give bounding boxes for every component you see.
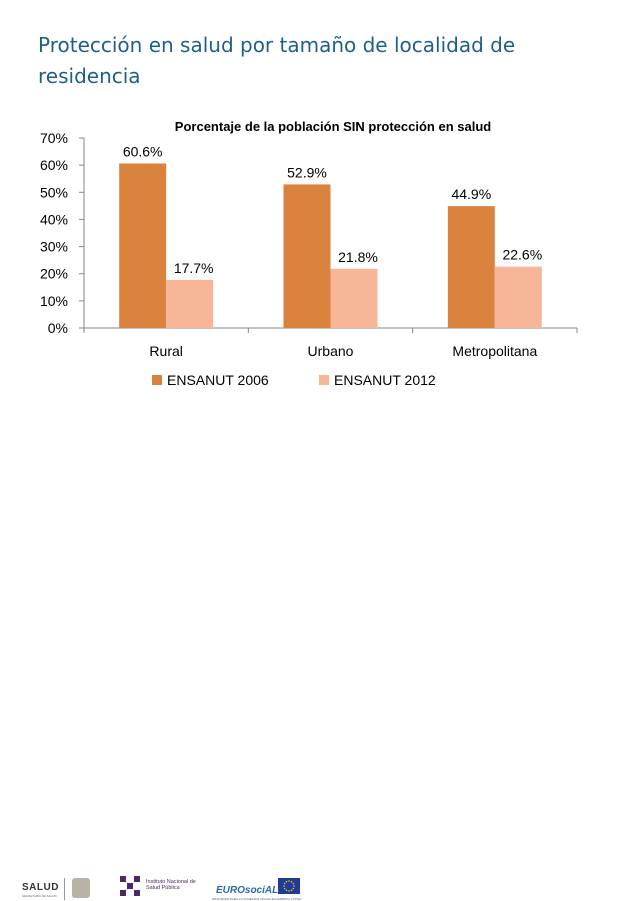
chart-title: Porcentaje de la población SIN protecció… — [175, 119, 491, 134]
slide-title: Protección en salud por tamaño de locali… — [38, 33, 516, 88]
bar-2012 — [330, 268, 378, 328]
salud-logo-sub: SECRETARÍA DE SALUD — [22, 894, 57, 898]
insp-logo-icon — [120, 876, 140, 896]
legend-swatch — [152, 375, 162, 385]
eu-flag-icon — [278, 878, 300, 894]
bar-2006 — [283, 184, 331, 328]
bar-2006 — [119, 163, 167, 328]
coat-of-arms-icon — [72, 878, 90, 898]
y-tick-label: 30% — [40, 239, 68, 255]
legend-label: ENSANUT 2006 — [167, 372, 269, 388]
y-tick-label: 70% — [40, 130, 68, 146]
data-label: 21.8% — [338, 249, 378, 265]
x-tick-label: Urbano — [308, 343, 354, 359]
data-label: 17.7% — [174, 260, 214, 276]
bar-2012 — [494, 266, 542, 328]
y-tick-label: 10% — [40, 293, 68, 309]
y-tick-label: 0% — [48, 320, 68, 336]
legend-swatch — [319, 375, 329, 385]
insp-logo: Instituto Nacional de Salud Pública — [146, 879, 196, 891]
y-tick-label: 20% — [40, 266, 68, 282]
x-tick-label: Metropolitana — [452, 343, 537, 359]
legend-label: ENSANUT 2012 — [334, 372, 436, 388]
logo-divider — [64, 878, 65, 900]
footer-logos: SALUD SECRETARÍA DE SALUD Instituto Naci… — [0, 430, 638, 901]
y-tick-label: 60% — [40, 157, 68, 173]
data-label: 22.6% — [502, 247, 542, 263]
data-label: 44.9% — [451, 186, 491, 202]
bar-2012 — [166, 279, 214, 328]
eurosocial-logo-sub: PROGRAMA PARA LA COHESIÓN SOCIAL EN AMÉR… — [212, 897, 302, 901]
bar-chart: Porcentaje de la población SIN protecció… — [40, 119, 578, 388]
data-label: 60.6% — [123, 144, 163, 160]
bar-2006 — [447, 206, 495, 328]
x-tick-label: Rural — [149, 343, 182, 359]
eurosocial-logo: EUROsociAL — [216, 885, 279, 896]
y-tick-label: 40% — [40, 211, 68, 227]
salud-logo: SALUD — [22, 882, 59, 893]
data-label: 52.9% — [287, 164, 327, 180]
eu-stars-icon — [283, 880, 295, 892]
y-tick-label: 50% — [40, 184, 68, 200]
